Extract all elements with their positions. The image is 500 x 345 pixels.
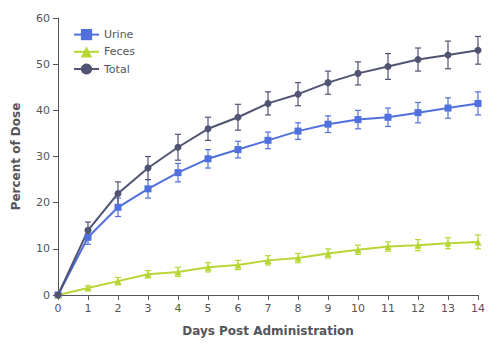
svg-text:40: 40 (36, 104, 50, 117)
svg-text:Total: Total (103, 63, 130, 76)
svg-text:20: 20 (36, 196, 50, 209)
svg-text:10: 10 (36, 242, 50, 255)
svg-text:4: 4 (175, 302, 182, 315)
svg-text:Percent of Dose: Percent of Dose (9, 103, 23, 211)
svg-text:0: 0 (43, 289, 50, 302)
svg-text:7: 7 (265, 302, 272, 315)
svg-text:13: 13 (441, 302, 455, 315)
svg-text:9: 9 (325, 302, 332, 315)
svg-text:0: 0 (55, 302, 62, 315)
svg-text:14: 14 (471, 302, 485, 315)
svg-text:Feces: Feces (104, 45, 135, 58)
svg-text:1: 1 (85, 302, 92, 315)
svg-text:10: 10 (351, 302, 365, 315)
svg-text:12: 12 (411, 302, 425, 315)
svg-text:3: 3 (145, 302, 152, 315)
svg-text:50: 50 (36, 58, 50, 71)
svg-text:2: 2 (115, 302, 122, 315)
svg-text:8: 8 (295, 302, 302, 315)
svg-text:11: 11 (381, 302, 395, 315)
svg-text:60: 60 (36, 12, 50, 25)
svg-text:6: 6 (235, 302, 242, 315)
svg-text:Days Post Administration: Days Post Administration (182, 324, 354, 338)
svg-text:5: 5 (205, 302, 212, 315)
svg-text:30: 30 (36, 150, 50, 163)
svg-text:Urine: Urine (104, 28, 134, 41)
